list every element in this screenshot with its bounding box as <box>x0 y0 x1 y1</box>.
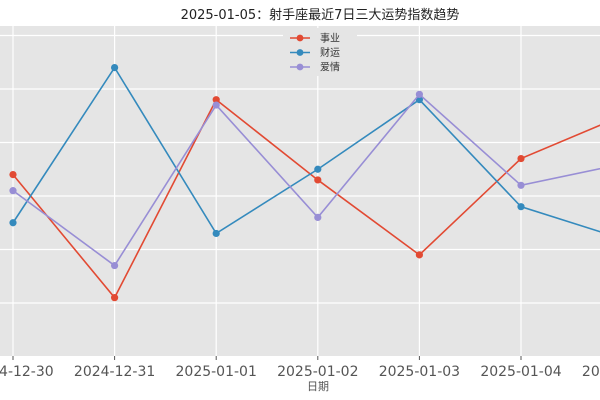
data-point <box>314 176 322 184</box>
legend-label: 财运 <box>320 46 340 59</box>
data-point <box>111 64 119 72</box>
data-point <box>415 90 423 98</box>
grid <box>0 26 600 356</box>
legend-marker <box>296 49 304 56</box>
x-axis-ticks: 2024-12-30 2024-12-31 2025-01-01 2025-01-02… <box>0 356 600 380</box>
data-point <box>9 187 17 195</box>
data-point <box>314 165 322 173</box>
data-point <box>517 203 525 211</box>
series-lines <box>9 64 600 302</box>
data-point <box>9 171 17 179</box>
data-point <box>212 96 220 104</box>
data-point <box>314 213 322 221</box>
x-tick-label: 2024-12-31 <box>74 364 155 380</box>
x-tick-label: 2025-01-03 <box>379 364 460 380</box>
x-tick-label: 2025-01-02 <box>277 364 358 380</box>
data-point <box>415 251 423 259</box>
legend-marker <box>296 34 304 42</box>
data-point <box>212 229 220 238</box>
data-point <box>415 96 423 104</box>
x-tick-label: 2024-12-30 <box>0 364 54 380</box>
data-point <box>9 219 17 227</box>
legend-label: 事业 <box>320 32 340 45</box>
data-point <box>517 181 525 189</box>
chart-title: 2025-01-05：射手座最近7日三大运势指数趋势 <box>181 7 460 23</box>
legend-marker <box>296 63 304 71</box>
data-point <box>517 154 525 163</box>
x-tick-label: 2025-01-05 <box>582 364 600 380</box>
x-axis-label: 日期 <box>307 380 329 393</box>
x-tick-label: 2025-01-04 <box>480 364 561 380</box>
data-point <box>212 101 220 109</box>
data-point <box>111 294 119 302</box>
x-tick-label: 2025-01-01 <box>176 364 257 380</box>
legend-label: 爱情 <box>320 61 340 74</box>
data-point <box>111 261 119 270</box>
plot-area <box>0 26 600 356</box>
